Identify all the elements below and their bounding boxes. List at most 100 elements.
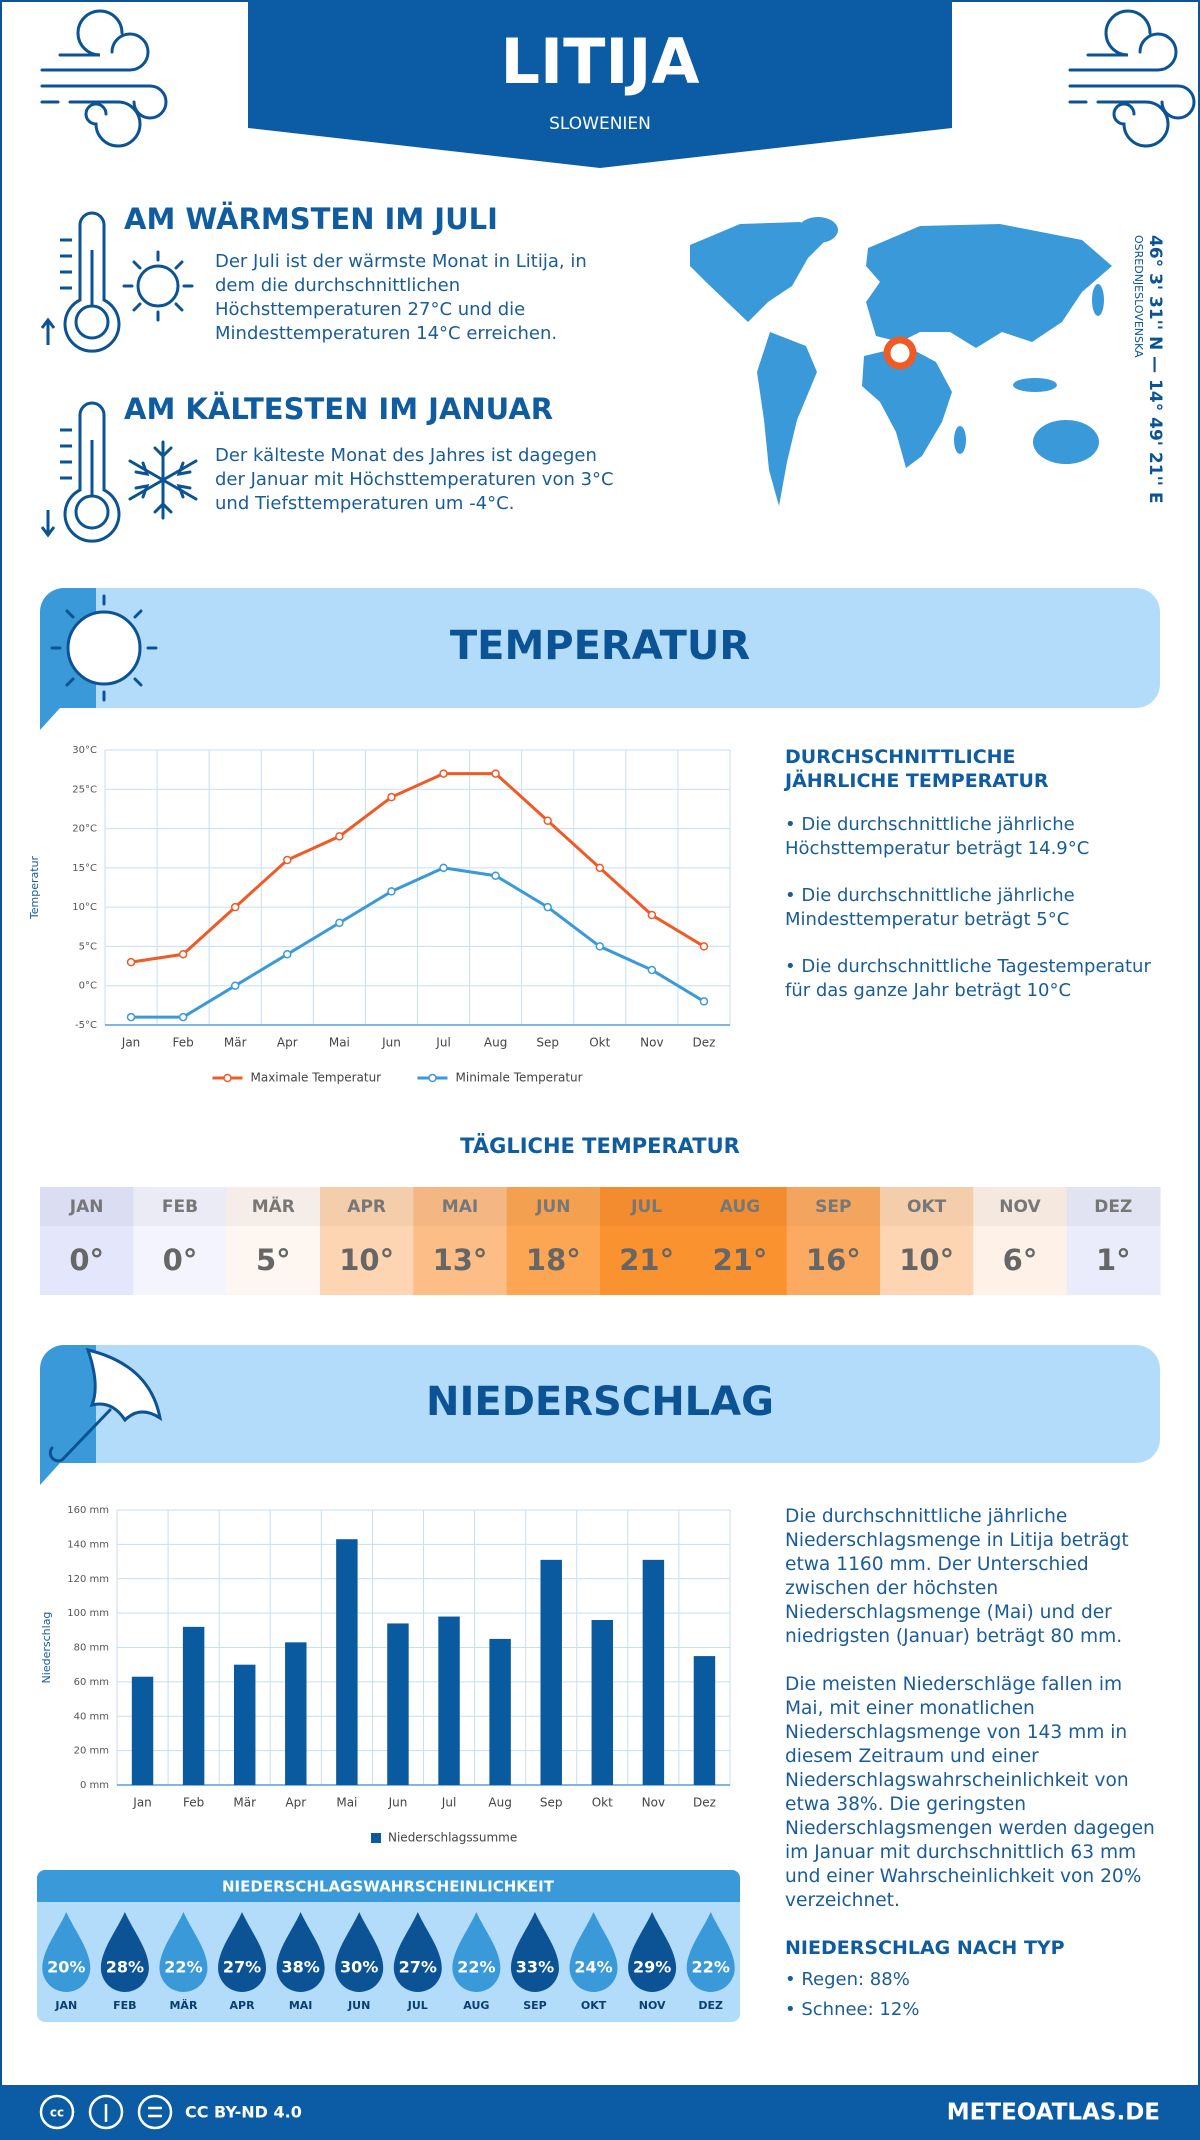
y-tick-label: 80 mm xyxy=(74,1643,109,1654)
license: CC BY-ND 4.0 xyxy=(185,2103,302,2122)
bar xyxy=(642,1559,665,1785)
point xyxy=(335,918,344,928)
y-tick-label: 100 mm xyxy=(67,1608,109,1619)
table-header-cell xyxy=(1066,1187,1161,1226)
x-tick-label: Mär xyxy=(233,1796,256,1810)
precip-type: Schnee: 12% xyxy=(785,1998,919,2022)
drop xyxy=(452,1912,501,1992)
wind-icon xyxy=(40,9,168,148)
table-value-cell xyxy=(973,1226,1068,1295)
y-tick-label: 25°C xyxy=(72,784,97,795)
drop-value: 29% xyxy=(633,1958,671,1977)
drop-month: JUL xyxy=(407,1999,428,2012)
bar xyxy=(591,1620,614,1785)
info-bullet: Die durchschnittliche jährliche Höchstte… xyxy=(785,813,1155,861)
legend-label: Maximale Temperatur xyxy=(251,1071,382,1085)
table-value: 18° xyxy=(526,1243,581,1277)
precip-text: Die durchschnittliche jährliche Niedersc… xyxy=(785,1506,1129,1647)
umbrella-icon xyxy=(48,1347,163,1463)
table-month: JUL xyxy=(630,1197,662,1217)
x-tick-label: Mai xyxy=(329,1036,350,1050)
drop-month: NOV xyxy=(639,1999,666,2012)
drop-value: 22% xyxy=(164,1958,202,1977)
point xyxy=(595,863,605,873)
drop xyxy=(628,1912,677,1992)
banner-corner xyxy=(40,1345,96,1485)
y-tick-label: 0°C xyxy=(79,981,97,992)
x-tick-label: Nov xyxy=(642,1796,665,1810)
x-tick-label: Jul xyxy=(435,1036,450,1050)
drop xyxy=(335,1912,384,1992)
chart: -5°C 0°C 5°C 10°C 15°C 20°C 25°C 30°C Jan Feb Mär A… xyxy=(28,745,731,1085)
y-tick-label: 160 mm xyxy=(67,1505,109,1516)
y-tick-label: -5°C xyxy=(75,1020,97,1031)
bar xyxy=(336,1539,358,1785)
probability-box xyxy=(37,1870,740,2022)
x-tick-label: Jul xyxy=(441,1796,456,1810)
x-tick-label: Nov xyxy=(640,1036,663,1050)
y-tick-label: 20 mm xyxy=(74,1746,109,1757)
warmest-text: Der Juli ist der wärmste Monat in Litija… xyxy=(215,251,587,344)
drop-value: 27% xyxy=(399,1958,437,1977)
header-banner xyxy=(248,0,952,168)
point xyxy=(126,1012,136,1022)
info-title: DURCHSCHNITTLICHE JÄHRLICHE TEMPERATUR xyxy=(785,746,1049,792)
y-tick-label: 30°C xyxy=(72,745,97,756)
coordinates: 46° 3' 31'' N — 14° 49' 21'' E xyxy=(1145,235,1165,504)
table-header-cell xyxy=(320,1187,414,1226)
table-value-cell xyxy=(226,1226,321,1295)
point xyxy=(491,871,500,880)
drop-value: 28% xyxy=(106,1958,144,1977)
y-tick-label: 60 mm xyxy=(74,1677,109,1688)
point xyxy=(699,942,709,951)
sun-icon xyxy=(50,594,158,702)
license-icons xyxy=(39,2094,173,2130)
x-tick-label: Jan xyxy=(132,1796,152,1810)
table-header-cell xyxy=(693,1187,788,1226)
table-month: OKT xyxy=(907,1197,947,1217)
table-header-cell xyxy=(880,1187,974,1226)
drop-month: SEP xyxy=(523,1999,547,2012)
country: SLOWENIEN xyxy=(549,114,651,134)
bar xyxy=(693,1656,716,1785)
table-value: 13° xyxy=(433,1243,488,1277)
drop xyxy=(100,1912,149,1992)
x-tick-label: Jun xyxy=(388,1796,408,1810)
drop-month: MAI xyxy=(289,1999,313,2012)
legend-swatch xyxy=(428,1073,437,1083)
drop xyxy=(686,1912,735,1992)
point xyxy=(230,981,240,990)
world-map xyxy=(690,217,1112,506)
y-tick-label: 20°C xyxy=(72,824,97,835)
x-tick-label: Okt xyxy=(589,1036,610,1050)
y-tick-label: 5°C xyxy=(79,941,97,952)
drop xyxy=(569,1912,618,1992)
table-header-cell xyxy=(413,1187,508,1226)
city-title: LITIJA xyxy=(501,25,700,98)
section-banner xyxy=(40,1345,1160,1463)
table-month: MÄR xyxy=(252,1195,295,1217)
line xyxy=(130,772,705,964)
probability-header xyxy=(37,1870,740,1902)
bar xyxy=(387,1623,409,1785)
probability-title: NIEDERSCHLAGSWAHRSCHEINLICHKEIT xyxy=(222,1878,555,1896)
line xyxy=(131,866,705,1019)
table-header-cell xyxy=(973,1187,1068,1226)
cc-mark: cc xyxy=(50,2106,64,2120)
point xyxy=(647,910,657,920)
table-month: JAN xyxy=(69,1197,104,1217)
bar xyxy=(131,1676,154,1785)
drop-value: 22% xyxy=(692,1958,730,1977)
table-header-cell xyxy=(226,1187,321,1226)
precip-type: Regen: 88% xyxy=(785,1968,909,1992)
point xyxy=(595,942,605,951)
drop xyxy=(276,1912,325,1992)
drop-value: 38% xyxy=(281,1958,319,1977)
y-axis-label: Temperatur xyxy=(28,855,41,920)
table-value-cell xyxy=(320,1226,414,1295)
legend-swatch xyxy=(223,1073,232,1083)
x-tick-label: Sep xyxy=(540,1796,563,1810)
legend-swatch xyxy=(371,1833,381,1843)
table-title: TÄGLICHE TEMPERATUR xyxy=(460,1133,740,1158)
